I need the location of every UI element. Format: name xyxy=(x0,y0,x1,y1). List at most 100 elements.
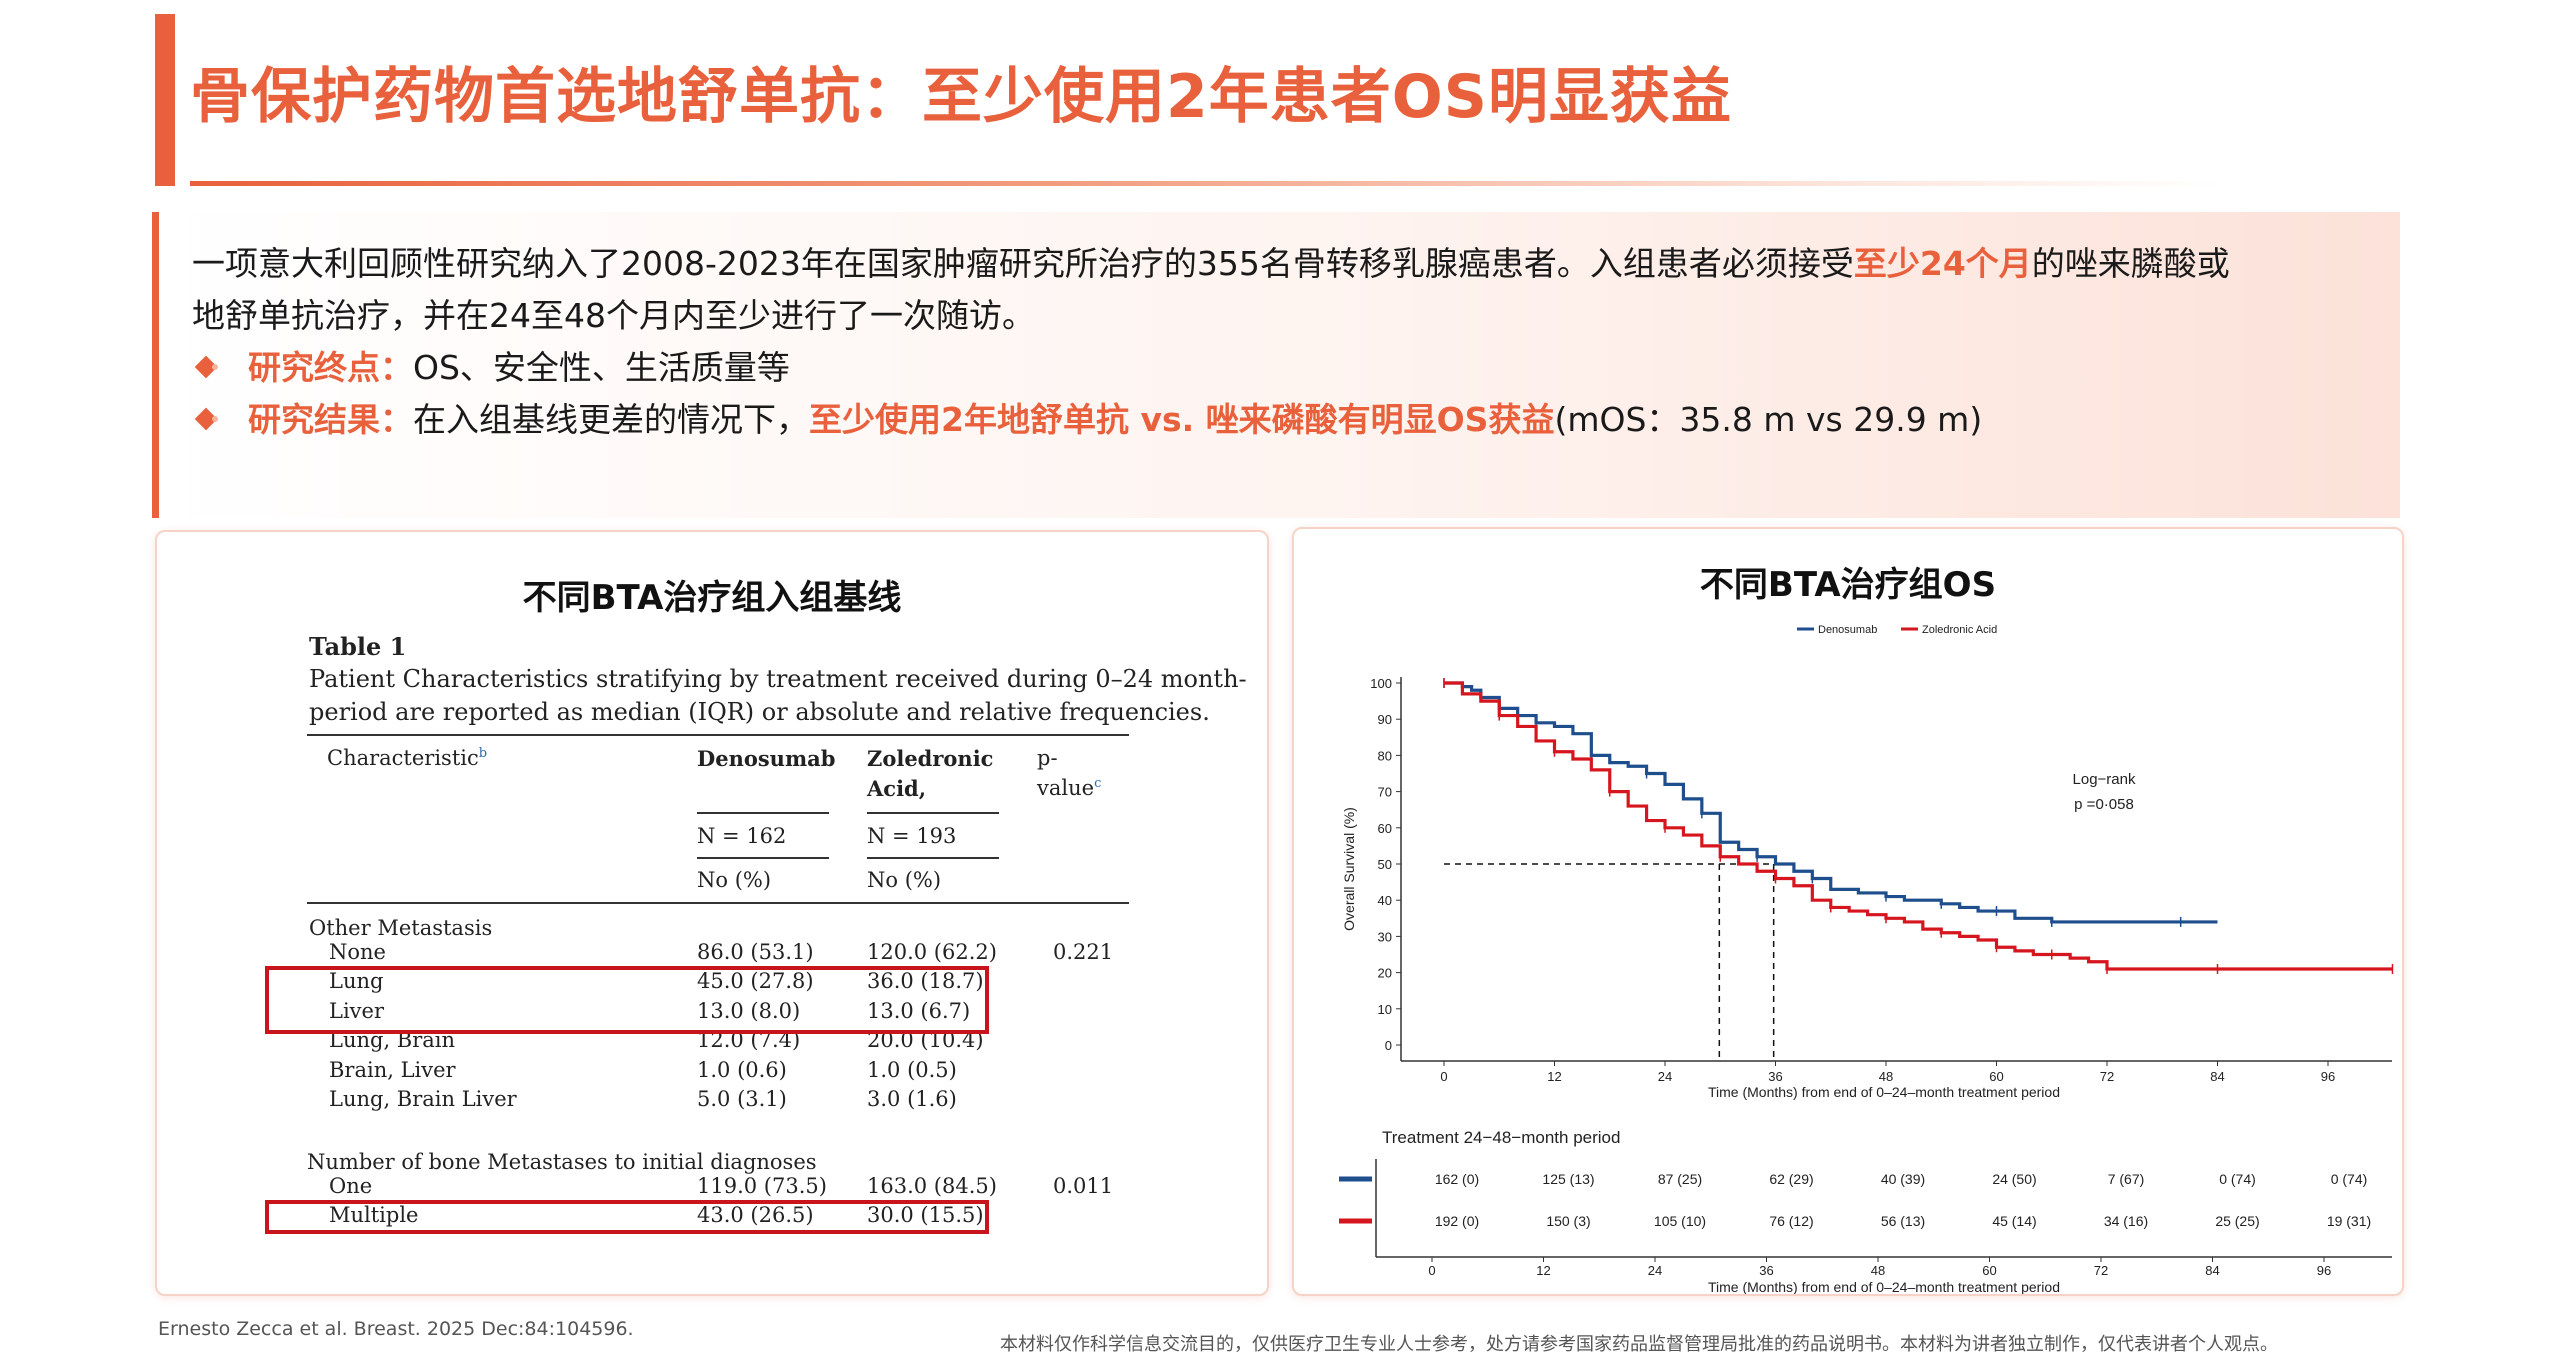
risk-cell: 87 (25) xyxy=(1658,1171,1702,1187)
table-cell-label: Lung xyxy=(329,969,384,994)
logrank-label: Log−rank xyxy=(2073,771,2136,788)
y-tick-label: 100 xyxy=(1370,676,1392,691)
table-cell-label: Brain, Liver xyxy=(329,1057,456,1082)
risk-x-tick-label: 24 xyxy=(1648,1263,1662,1278)
table-cell-den: 1.0 (0.6) xyxy=(697,1057,787,1082)
km-chart: Denosumab Zoledronic Acid 0 10 20 30 40 50 60 70 8… xyxy=(1339,624,2394,1294)
header-zoledronic-2: Acid, xyxy=(867,776,927,801)
risk-x-tick-label: 72 xyxy=(2094,1263,2108,1278)
table-cell-label: Liver xyxy=(329,998,384,1023)
diamond-bullet-icon xyxy=(196,355,222,381)
risk-x-tick-label: 96 xyxy=(2317,1263,2331,1278)
risk-x-tick-label: 60 xyxy=(1982,1263,1996,1278)
risk-x-tick-label: 84 xyxy=(2205,1263,2219,1278)
highlight-24-months: 至少24个月 xyxy=(1853,244,2032,283)
os-card: 不同BTA治疗组OS Denosumab Zoledronic Acid 0 10 20… xyxy=(1292,527,2404,1296)
table-cell-den: 13.0 (8.0) xyxy=(697,998,801,1023)
header-denosumab: Denosumab xyxy=(697,746,836,771)
zoledronic-header-rule xyxy=(867,812,999,814)
table-caption-line-2: period are reported as median (IQR) or a… xyxy=(309,698,1210,726)
y-tick-label: 20 xyxy=(1378,966,1392,981)
bullet-endpoint: 研究终点： OS、安全性、生活质量等 xyxy=(192,342,2402,394)
unit-zoledronic: No (%) xyxy=(867,868,942,892)
risk-x-axis-label: Time (Months) from end of 0–24–month tre… xyxy=(1708,1279,2060,1294)
x-tick-label: 96 xyxy=(2321,1069,2335,1084)
header-pvalue-2: valuec xyxy=(1037,776,1102,800)
km-curve-zoledronic xyxy=(1444,681,2393,971)
x-tick-label: 24 xyxy=(1658,1069,1672,1084)
y-tick-label: 40 xyxy=(1378,893,1392,908)
risk-cell: 0 (74) xyxy=(2331,1171,2368,1187)
table-cell-p: 0.221 xyxy=(1053,940,1114,964)
risk-cell: 125 (13) xyxy=(1542,1171,1594,1187)
table-cell-den: 43.0 (26.5) xyxy=(697,1203,814,1227)
baseline-card: 不同BTA治疗组入组基线 Table 1 Patient Characteris… xyxy=(155,530,1269,1296)
section-bone-metastases: Number of bone Metastases to initial dia… xyxy=(307,1150,817,1174)
y-axis-label: Overall Survival (%) xyxy=(1341,807,1357,931)
risk-cell: 40 (39) xyxy=(1881,1171,1925,1187)
intro-panel: 一项意大利回顾性研究纳入了2008-2023年在国家肿瘤研究所治疗的355名骨转… xyxy=(152,212,2400,518)
zoledronic-n-rule xyxy=(867,857,999,859)
x-tick-label: 36 xyxy=(1768,1069,1782,1084)
legend-label-zoledronic: Zoledronic Acid xyxy=(1922,624,1997,636)
table-cell-label: One xyxy=(329,1174,373,1198)
x-tick-label: 72 xyxy=(2100,1069,2114,1084)
baseline-card-title: 不同BTA治疗组入组基线 xyxy=(522,578,902,618)
disclaimer: 本材料仅作科学信息交流目的，仅供医疗卫生专业人士参考，处方请参考国家药品监督管理… xyxy=(1000,1334,2278,1355)
risk-x-tick-label: 0 xyxy=(1428,1263,1435,1278)
intro-text: 一项意大利回顾性研究纳入了2008-2023年在国家肿瘤研究所治疗的355名骨转… xyxy=(192,238,2402,446)
y-tick-label: 10 xyxy=(1378,1002,1392,1017)
y-tick-label: 60 xyxy=(1378,821,1392,836)
table-header-rule xyxy=(307,902,1129,904)
table-cell-zol: 120.0 (62.2) xyxy=(867,940,997,964)
table-cell-den: 86.0 (53.1) xyxy=(697,940,814,964)
table-cell-zol: 36.0 (18.7) xyxy=(867,969,984,994)
table-cell-zol: 13.0 (6.7) xyxy=(867,998,971,1023)
x-tick-label: 60 xyxy=(1989,1069,2003,1084)
table-cell-zol: 163.0 (84.5) xyxy=(867,1174,997,1198)
section-other-metastasis: Other Metastasis xyxy=(309,916,493,940)
risk-x-tick-label: 48 xyxy=(1871,1263,1885,1278)
diamond-bullet-icon xyxy=(196,407,222,433)
table-caption-line-1: Patient Characteristics stratifying by t… xyxy=(309,665,1247,693)
x-tick-label: 12 xyxy=(1547,1069,1561,1084)
risk-cell: 24 (50) xyxy=(1992,1171,2036,1187)
table-cell-label: Multiple xyxy=(329,1203,419,1227)
risk-cell: 25 (25) xyxy=(2215,1213,2259,1229)
x-tick-label: 0 xyxy=(1440,1069,1447,1084)
unit-denosumab: No (%) xyxy=(697,868,772,892)
risk-cell: 45 (14) xyxy=(1992,1213,2036,1229)
risk-x-tick-label: 36 xyxy=(1759,1263,1773,1278)
table-top-rule xyxy=(307,734,1129,736)
denosumab-n-rule xyxy=(697,857,829,859)
risk-cell: 56 (13) xyxy=(1881,1213,1925,1229)
table-cell-label: None xyxy=(329,940,386,964)
risk-cell: 19 (31) xyxy=(2327,1213,2371,1229)
title-accent-bar xyxy=(155,14,175,186)
highlight-box-lung-liver xyxy=(265,966,989,1034)
intro-line-2: 地舒单抗治疗，并在24至48个月内至少进行了一次随访。 xyxy=(192,296,1035,335)
y-tick-label: 0 xyxy=(1385,1038,1392,1053)
n-denosumab: N = 162 xyxy=(697,824,787,848)
n-zoledronic: N = 193 xyxy=(867,824,957,848)
table-cell-zol: 30.0 (15.5) xyxy=(867,1203,984,1227)
y-tick-label: 80 xyxy=(1378,748,1392,763)
table-cell-p: 0.011 xyxy=(1053,1174,1114,1198)
page-title: 骨保护药物首选地舒单抗：至少使用2年患者OS明显获益 xyxy=(190,62,1732,132)
table-cell-zol: 1.0 (0.5) xyxy=(867,1057,957,1082)
risk-x-tick-label: 12 xyxy=(1536,1263,1550,1278)
table-cell-label: Lung, Brain Liver xyxy=(329,1087,517,1111)
risk-cell: 0 (74) xyxy=(2219,1171,2256,1187)
risk-cell: 150 (3) xyxy=(1546,1213,1590,1229)
intro-line-1: 一项意大利回顾性研究纳入了2008-2023年在国家肿瘤研究所治疗的355名骨转… xyxy=(192,244,2230,283)
table-cell-den: 5.0 (3.1) xyxy=(697,1087,787,1111)
risk-table-title: Treatment 24−48−month period xyxy=(1382,1128,1620,1147)
risk-cell: 192 (0) xyxy=(1435,1213,1479,1229)
x-tick-label: 48 xyxy=(1879,1069,1893,1084)
y-tick-label: 30 xyxy=(1378,929,1392,944)
table-cell-den: 45.0 (27.8) xyxy=(697,969,814,994)
y-tick-label: 50 xyxy=(1378,857,1392,872)
header-pvalue-1: p- xyxy=(1037,746,1058,770)
os-card-title: 不同BTA治疗组OS xyxy=(1699,565,1997,605)
table-name: Table 1 xyxy=(309,632,407,661)
